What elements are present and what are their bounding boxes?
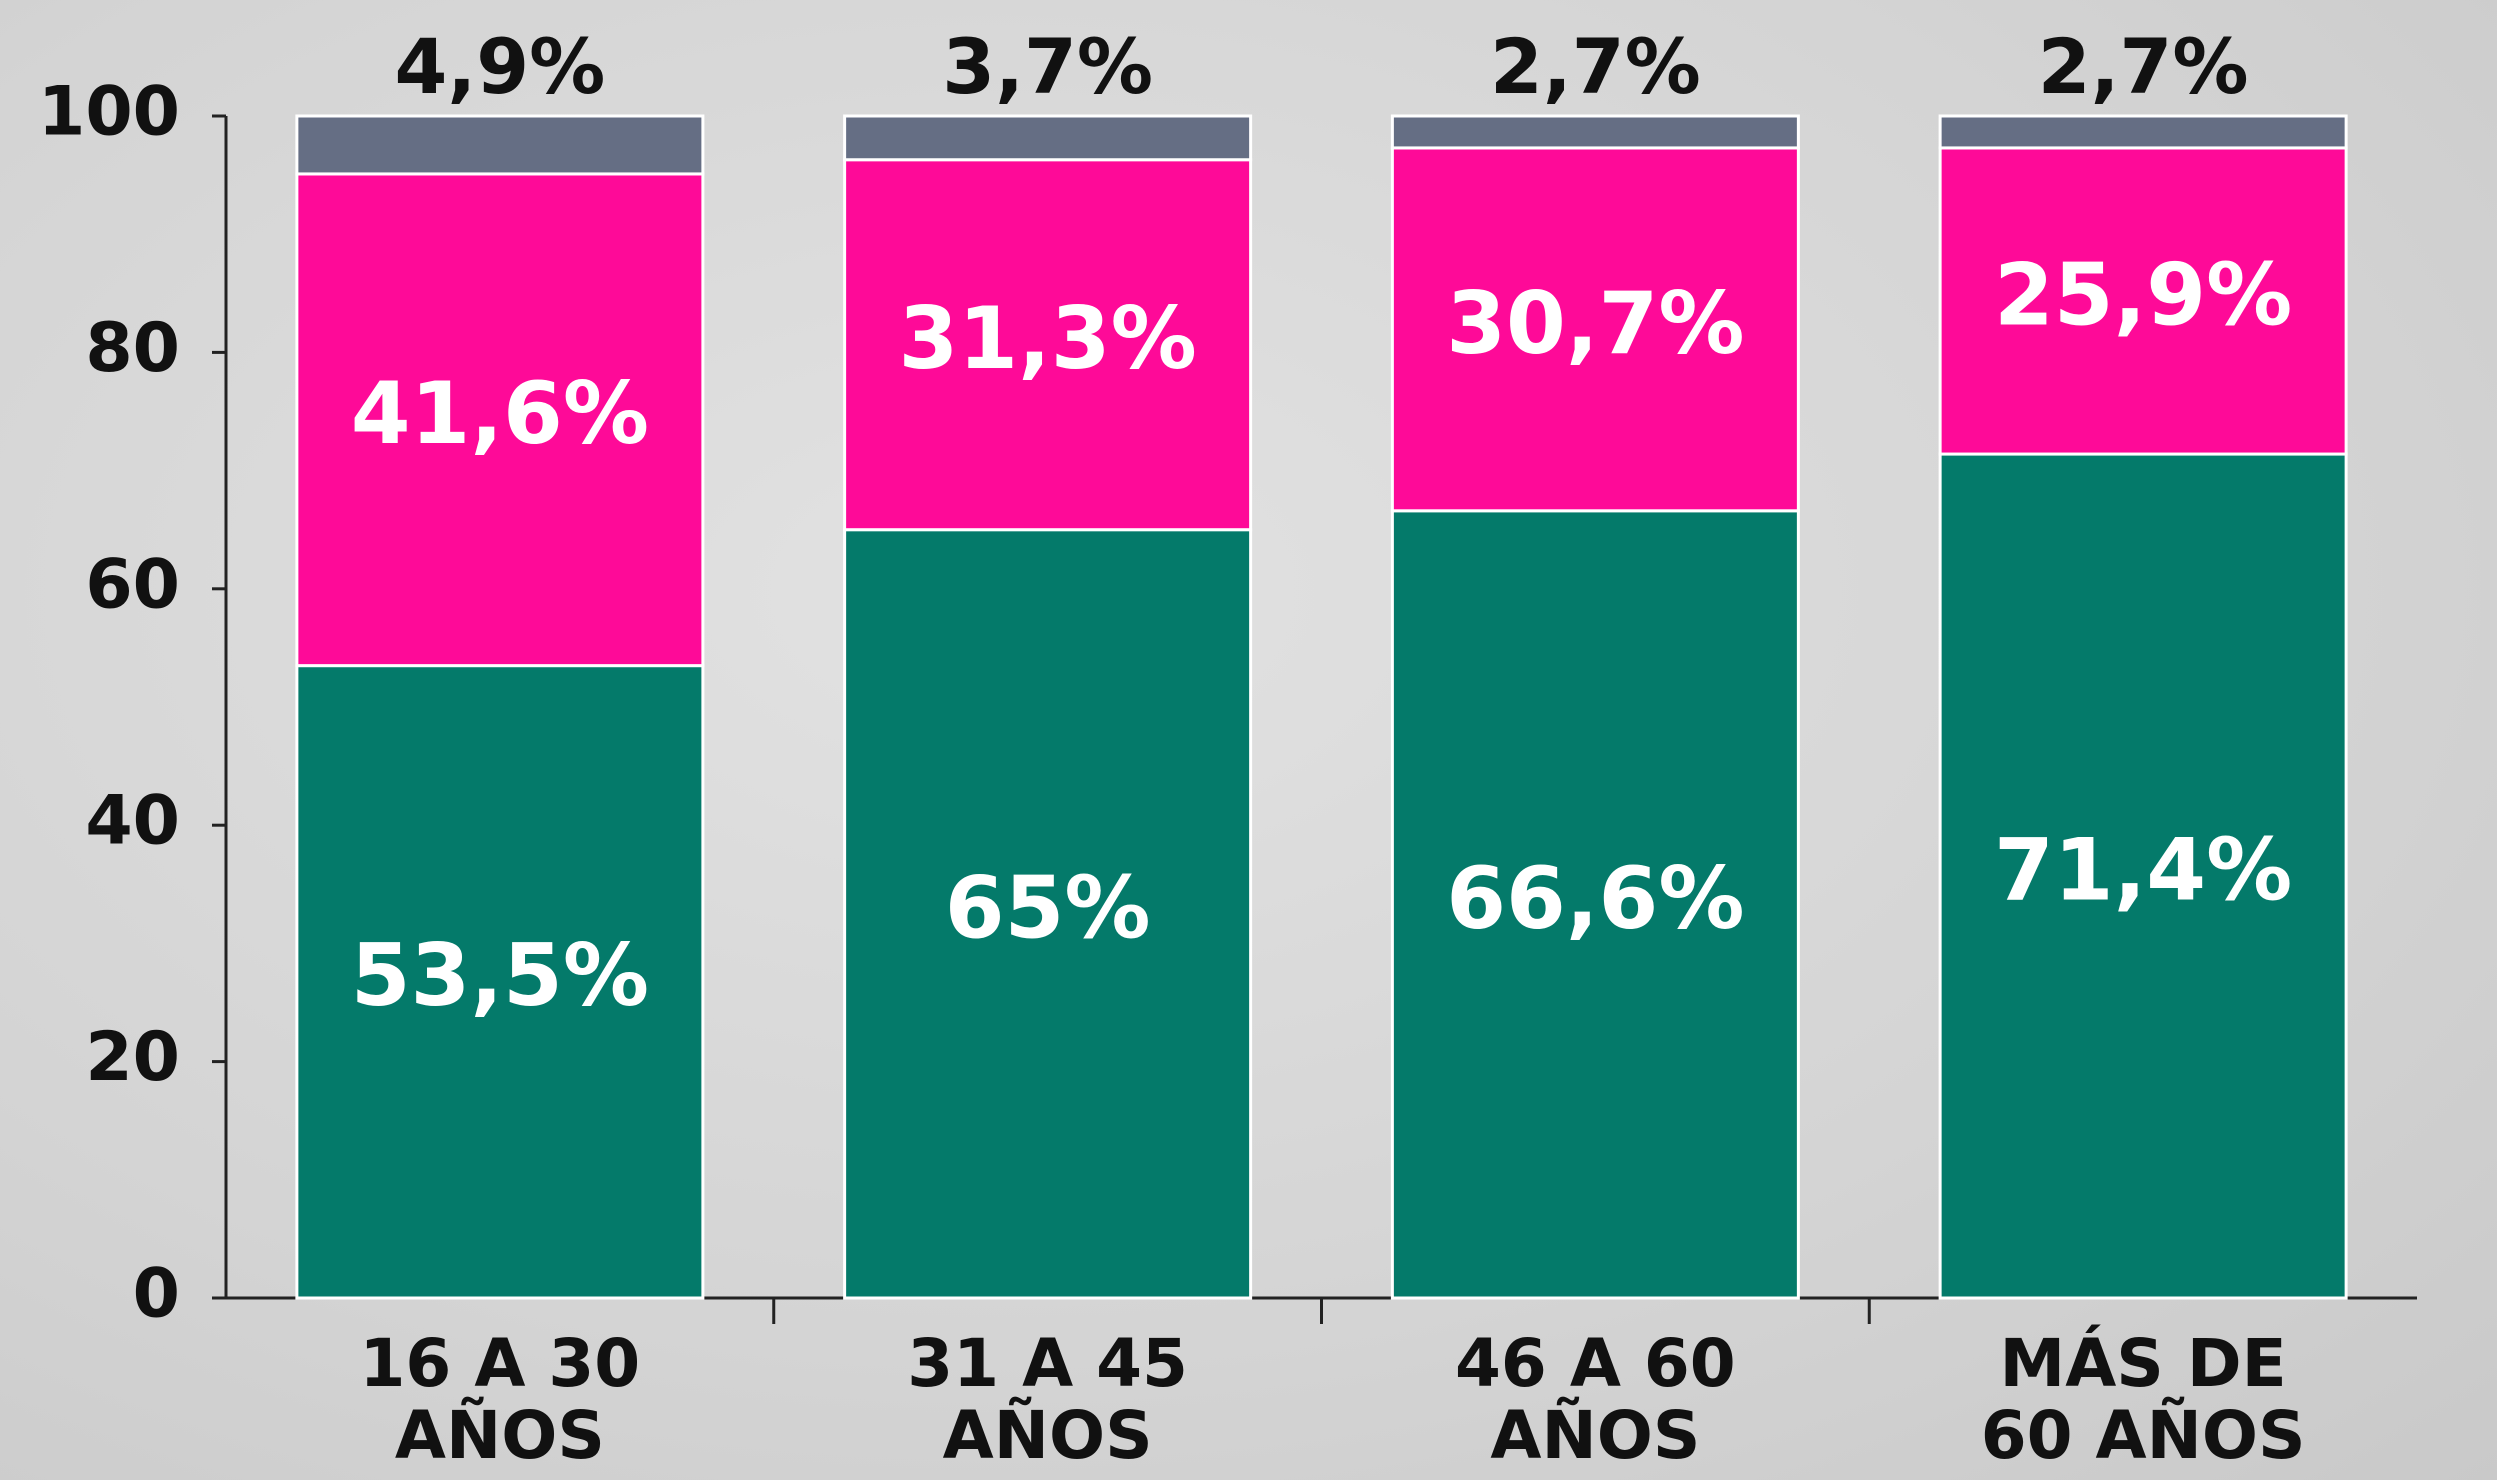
y-tick-label: 100 — [38, 73, 180, 152]
bar-segment — [295, 664, 705, 1300]
y-tick-label: 20 — [85, 1018, 180, 1097]
y-tick-label: 40 — [85, 782, 180, 861]
bar-segment — [1390, 146, 1800, 513]
value-label: 4,9% — [394, 22, 605, 111]
value-label: 65% — [945, 858, 1151, 958]
x-tick-label: 46 A 60 AÑOS — [1455, 1325, 1736, 1474]
bar-segment — [1390, 509, 1800, 1300]
value-label: 2,7% — [2038, 22, 2249, 111]
bar-segment — [843, 528, 1253, 1300]
y-tick-label: 0 — [133, 1255, 180, 1334]
value-label: 71,4% — [1994, 820, 2292, 920]
bar-segment — [843, 158, 1253, 532]
bar-segment — [295, 114, 705, 176]
bar-segment — [843, 114, 1253, 162]
x-tick-label: 31 A 45 AÑOS — [907, 1325, 1188, 1474]
value-label: 41,6% — [351, 364, 649, 464]
value-label: 31,3% — [898, 289, 1196, 389]
bar-segment — [1390, 114, 1800, 150]
value-label: 25,9% — [1994, 245, 2292, 345]
value-label: 30,7% — [1446, 274, 1744, 374]
value-label: 2,7% — [1490, 22, 1701, 111]
value-label: 3,7% — [942, 22, 1153, 111]
bar-segment — [1938, 114, 2348, 150]
x-tick-label: 16 A 30 AÑOS — [359, 1325, 641, 1474]
y-tick-label: 80 — [85, 309, 180, 388]
y-tick-label: 60 — [85, 545, 180, 624]
value-label: 66,6% — [1446, 849, 1744, 949]
bar-segment — [1938, 452, 2348, 1300]
x-tick-label: MÁS DE 60 AÑOS — [1980, 1325, 2306, 1474]
bar-segment — [1938, 146, 2348, 456]
value-label: 53,5% — [351, 926, 649, 1026]
bar-segment — [295, 172, 705, 668]
